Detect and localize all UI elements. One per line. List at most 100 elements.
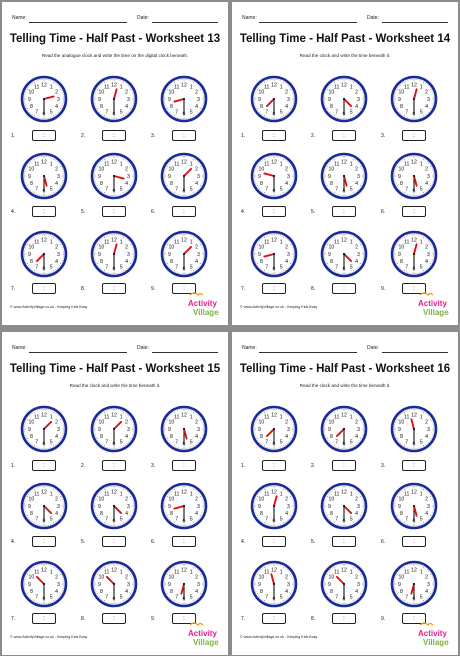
time-answer-box[interactable]: : — [402, 460, 426, 471]
clock-numeral: 11 — [404, 491, 409, 497]
clock-tick — [59, 440, 61, 442]
clock-numeral: 2 — [195, 90, 198, 96]
clock-tick — [289, 110, 291, 112]
time-answer-box[interactable]: : — [32, 536, 56, 547]
time-answer-box[interactable]: : — [32, 130, 56, 141]
time-answer-box[interactable]: : — [172, 460, 196, 471]
clock-tick — [125, 489, 127, 491]
clock-numeral: 1 — [190, 414, 193, 420]
time-answer-box[interactable]: : — [32, 283, 56, 294]
time-answer-box[interactable]: : — [332, 283, 356, 294]
time-answer-box[interactable]: : — [172, 536, 196, 547]
clock-numeral: 1 — [120, 239, 123, 245]
clock-tick — [52, 81, 55, 84]
clock-tick — [401, 599, 403, 601]
clock-numeral: 3 — [197, 427, 200, 433]
date-label: Date: — [137, 345, 149, 351]
clock-tick — [31, 269, 33, 271]
hour-hand — [413, 505, 418, 517]
time-answer-box[interactable]: : — [172, 130, 196, 141]
clock-tick — [30, 83, 32, 85]
clock-numeral: 3 — [57, 504, 60, 510]
clock-tick — [33, 191, 36, 194]
time-answer-box[interactable]: : — [262, 460, 286, 471]
clock-tick — [56, 83, 58, 85]
time-answer-box[interactable]: : — [332, 613, 356, 624]
time-answer-box[interactable]: : — [32, 460, 56, 471]
clock-center — [412, 252, 416, 256]
clock-tick — [359, 573, 362, 576]
clock-tick — [330, 443, 332, 445]
clock-numeral: 7 — [335, 594, 338, 600]
time-answer-box[interactable]: : — [262, 130, 286, 141]
clock-tick — [168, 518, 170, 520]
clock-numeral: 11 — [104, 491, 109, 497]
time-answer-box[interactable]: : — [172, 283, 196, 294]
clock-numeral: 7 — [105, 516, 108, 522]
clock-tick — [166, 165, 169, 168]
clock-numeral: 4 — [285, 181, 288, 187]
clock-tick — [261, 412, 263, 414]
time-answer-box[interactable]: : — [262, 536, 286, 547]
time-answer-box[interactable]: : — [102, 613, 126, 624]
clock-tick — [282, 599, 285, 602]
clock-tick — [397, 517, 399, 519]
clock-numeral: 4 — [55, 511, 58, 517]
clock-center — [42, 582, 46, 586]
time-answer-box[interactable]: : — [332, 460, 356, 471]
time-answer-box[interactable]: : — [262, 206, 286, 217]
time-answer-box[interactable]: : — [402, 613, 426, 624]
clock-numeral: 12 — [411, 82, 417, 88]
activity-village-logo: ActivityVillage — [188, 292, 219, 317]
name-line — [259, 352, 357, 353]
clock-tick — [100, 113, 102, 115]
clock-tick — [282, 81, 285, 84]
time-answer-box[interactable]: : — [262, 283, 286, 294]
clock-tick — [429, 514, 432, 517]
clock-tick — [425, 444, 427, 446]
time-answer-box[interactable]: : — [402, 206, 426, 217]
clock-tick — [426, 160, 428, 162]
time-answer-box[interactable]: : — [402, 283, 426, 294]
clock-tick — [168, 188, 170, 190]
clock-tick — [257, 595, 259, 597]
clock-tick — [171, 237, 173, 239]
time-answer-box[interactable]: : — [332, 536, 356, 547]
time-answer-box[interactable]: : — [402, 130, 426, 141]
time-answer-box[interactable]: : — [332, 206, 356, 217]
time-answer-box[interactable]: : — [102, 460, 126, 471]
time-answer-box[interactable]: : — [172, 613, 196, 624]
time-answer-box[interactable]: : — [332, 130, 356, 141]
clock-numeral: 2 — [355, 575, 358, 581]
clock-numeral: 10 — [29, 167, 35, 173]
question-number: 5. — [81, 209, 86, 215]
clock-numeral: 8 — [100, 181, 103, 187]
clock-tick — [192, 269, 195, 272]
clock-tick — [97, 110, 99, 112]
time-answer-box[interactable]: : — [102, 130, 126, 141]
time-answer-box[interactable]: : — [262, 613, 286, 624]
clock-numeral: 1 — [190, 239, 193, 245]
time-answer-box[interactable]: : — [172, 206, 196, 217]
clock-numeral: 12 — [111, 159, 117, 165]
clock-tick — [263, 81, 266, 84]
hour-hand — [43, 95, 55, 100]
time-answer-box[interactable]: : — [102, 206, 126, 217]
clock-tick — [429, 107, 432, 110]
clock-numeral: 3 — [287, 252, 290, 258]
time-answer-box[interactable]: : — [32, 206, 56, 217]
time-answer-box[interactable]: : — [102, 283, 126, 294]
clock-tick — [285, 444, 287, 446]
clock-numeral: 7 — [335, 109, 338, 115]
time-answer-box[interactable]: : — [102, 536, 126, 547]
time-answer-box[interactable]: : — [32, 613, 56, 624]
clock-tick — [58, 570, 60, 572]
clock-tick — [429, 163, 431, 165]
clock-tick — [286, 598, 288, 600]
clock-tick — [30, 520, 32, 522]
clock-tick — [326, 418, 329, 421]
time-answer-box[interactable]: : — [402, 536, 426, 547]
clock-tick — [328, 240, 330, 242]
clock-tick — [55, 412, 57, 414]
clock-tick — [429, 262, 432, 265]
